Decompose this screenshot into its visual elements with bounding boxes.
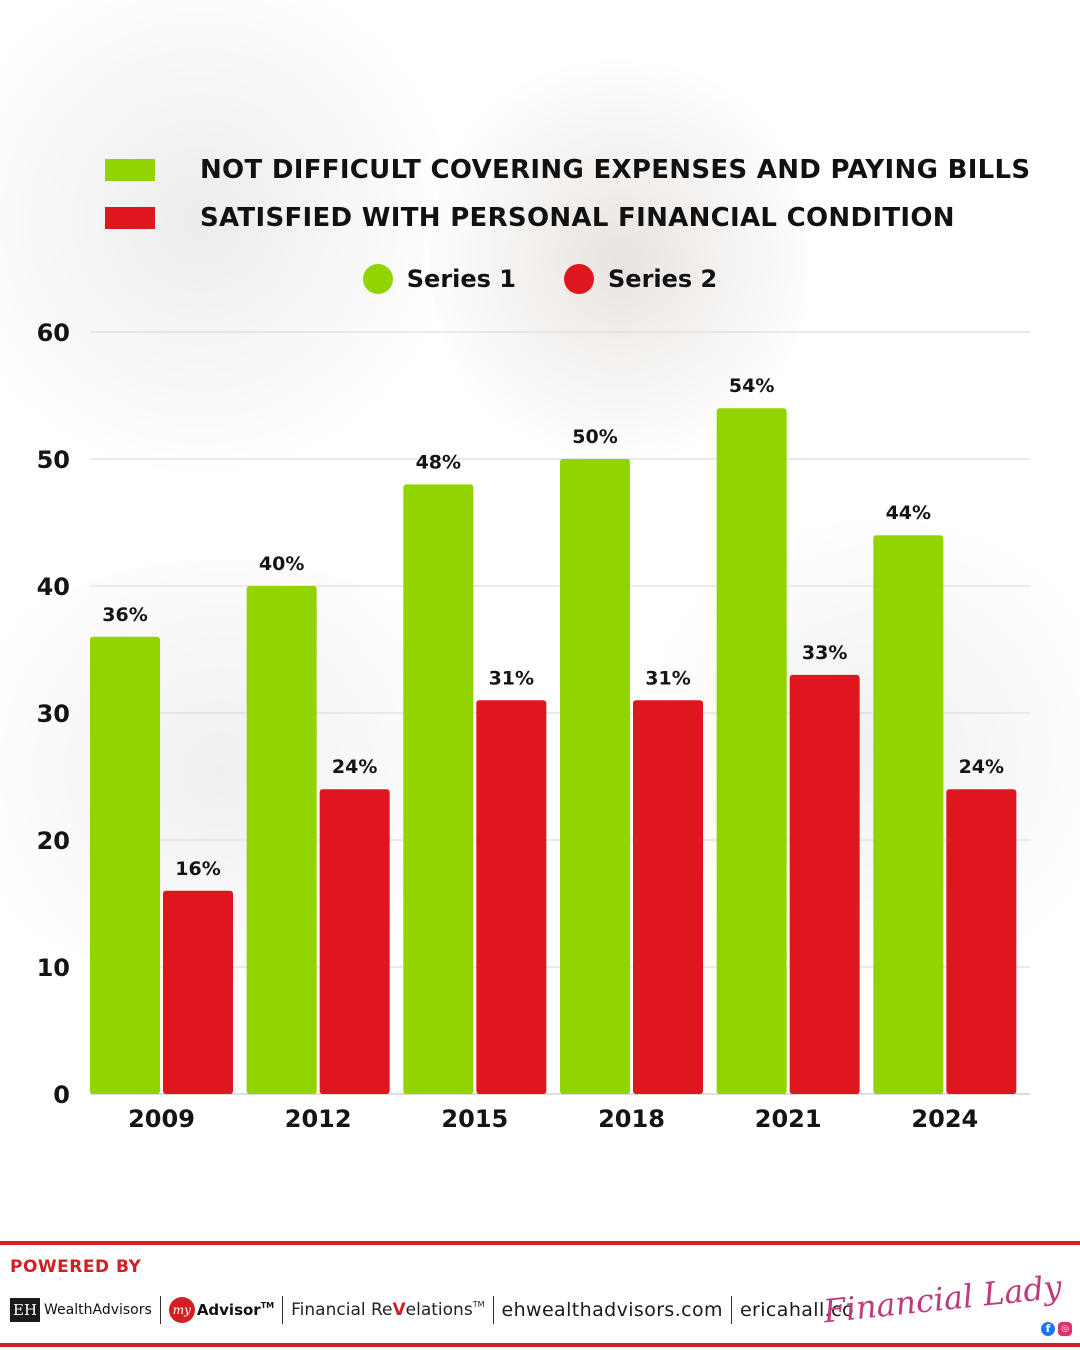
facebook-icon[interactable]: f — [1041, 1322, 1055, 1336]
bar-series-2 — [476, 700, 547, 1094]
fin-rev-part-a: Financial Re — [291, 1300, 393, 1320]
legend-label-series-1: Series 1 — [406, 265, 516, 293]
divider — [159, 1296, 161, 1324]
bar-series-1 — [403, 484, 474, 1094]
data-label: 40% — [259, 553, 304, 575]
y-tick-label: 60 — [37, 319, 70, 347]
powered-by-label: POWERED BY — [10, 1257, 142, 1277]
x-tick-label: 2015 — [441, 1105, 508, 1133]
data-label: 36% — [102, 604, 147, 626]
x-tick-label: 2012 — [285, 1105, 352, 1133]
chart-legend: Series 1 Series 2 — [0, 264, 1080, 294]
legend-label-series-2: Series 2 — [608, 265, 718, 293]
footer-top-rule — [0, 1241, 1080, 1245]
legend-series-2: Series 2 — [564, 264, 717, 294]
green-swatch — [105, 159, 155, 181]
eh-wealth-advisors-name: WealthAdvisors — [44, 1302, 152, 1318]
legend-dot-series-1 — [362, 264, 393, 294]
red-swatch — [105, 207, 155, 229]
data-label: 31% — [645, 667, 690, 689]
x-tick-label: 2009 — [128, 1105, 195, 1133]
my-advisor-logo: my — [168, 1297, 195, 1323]
data-label: 48% — [416, 451, 461, 473]
data-label: 24% — [959, 756, 1004, 778]
divider — [730, 1296, 732, 1324]
x-tick-label: 2021 — [755, 1105, 822, 1133]
trademark: TM — [472, 1300, 485, 1309]
key-label-satisfied: SATISFIED WITH PERSONAL FINANCIAL CONDIT… — [200, 203, 955, 233]
data-label: 50% — [572, 426, 617, 448]
y-tick-label: 10 — [37, 954, 70, 982]
legend-dot-series-2 — [564, 264, 594, 294]
bar-series-1 — [873, 535, 944, 1094]
y-tick-label: 30 — [37, 700, 70, 728]
website-ericahall[interactable]: ericahall.co — [739, 1299, 854, 1321]
eh-logo: EH — [10, 1298, 41, 1322]
y-tick-label: 50 — [37, 446, 70, 474]
fin-rev-part-b: elations — [405, 1300, 473, 1320]
footer: POWERED BY EH WealthAdvisors my AdvisorT… — [0, 1240, 1080, 1350]
bar-series-2 — [633, 700, 703, 1094]
key-row-not-difficult: NOT DIFFICULT COVERING EXPENSES AND PAYI… — [105, 155, 1030, 185]
data-label: 24% — [332, 756, 377, 778]
financial-lady-signature: Financial Lady — [821, 1267, 1064, 1331]
data-label: 33% — [802, 642, 847, 664]
y-tick-label: 20 — [37, 827, 70, 855]
y-tick-label: 40 — [37, 573, 70, 601]
y-tick-label: 0 — [53, 1081, 70, 1109]
instagram-icon[interactable]: ◎ — [1058, 1322, 1072, 1336]
footer-bottom-rule — [0, 1343, 1080, 1347]
fin-rev-check: V — [392, 1300, 406, 1320]
bar-series-1 — [246, 586, 317, 1094]
bar-series-2 — [319, 789, 390, 1094]
bar-chart: 0 10 20 30 40 50 60 36% 16% 2009 40% 24% 2012 48% 31% 2… — [37, 319, 1030, 1133]
x-tick-label: 2024 — [911, 1105, 978, 1133]
social-icons: f ◎ — [1041, 1322, 1072, 1336]
financial-revelations-logo: Financial ReVelationsTM — [291, 1300, 484, 1320]
bar-series-2 — [946, 789, 1017, 1094]
data-label: 31% — [489, 667, 534, 689]
brand-strip: EH WealthAdvisors my AdvisorTM Financial… — [10, 1290, 854, 1330]
data-label: 16% — [175, 858, 220, 880]
data-label: 44% — [886, 502, 931, 524]
data-label: 54% — [729, 375, 774, 397]
divider — [282, 1296, 284, 1324]
legend-series-1: Series 1 — [362, 264, 516, 294]
website-ehwealthadvisors[interactable]: ehwealthadvisors.com — [501, 1299, 723, 1321]
bar-series-1 — [716, 408, 787, 1094]
bar-series-1 — [560, 459, 630, 1094]
divider — [492, 1296, 494, 1324]
bar-series-2 — [789, 674, 860, 1094]
bar-series-1 — [90, 636, 160, 1094]
trademark: TM — [260, 1301, 275, 1310]
key-row-satisfied: SATISFIED WITH PERSONAL FINANCIAL CONDIT… — [105, 203, 955, 233]
my-advisor-text: Advisor — [196, 1301, 261, 1319]
my-advisor-name: AdvisorTM — [197, 1301, 274, 1319]
x-tick-label: 2018 — [598, 1105, 665, 1133]
key-label-not-difficult: NOT DIFFICULT COVERING EXPENSES AND PAYI… — [200, 155, 1031, 185]
bar-series-2 — [163, 890, 233, 1094]
